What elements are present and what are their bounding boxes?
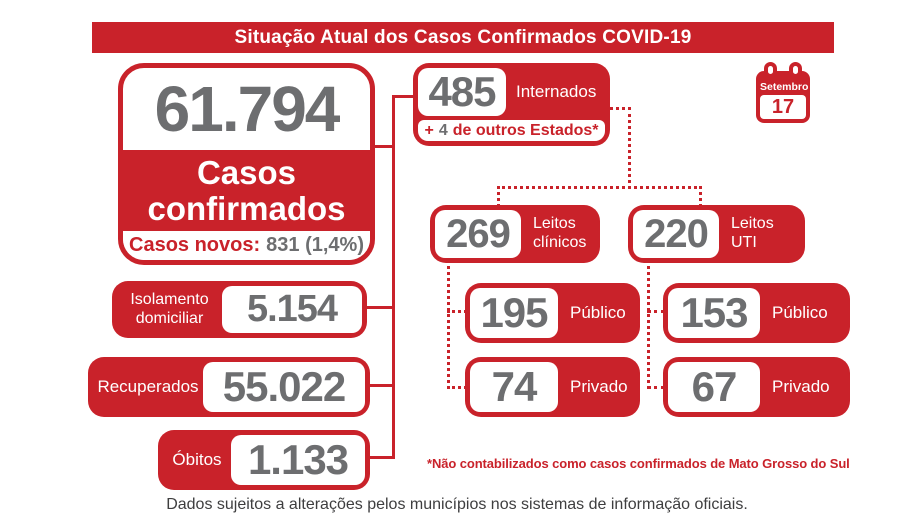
page-title: Situação Atual dos Casos Confirmados COV…: [234, 26, 692, 48]
note-plus-sign: +: [424, 121, 434, 139]
dotted-icu-public-stub: [647, 310, 665, 313]
connector-deaths-stub: [368, 456, 393, 459]
isolation-label-line1: Isolamento: [130, 290, 209, 308]
calendar-body: Setembro 17: [756, 71, 810, 123]
icu-beds-label-line2: UTI: [731, 234, 757, 251]
dotted-icu-private-stub: [647, 386, 665, 389]
calendar-icon: Setembro 17: [756, 62, 810, 123]
isolation-label: Isolamento domiciliar: [117, 286, 222, 333]
connector-recovered-stub: [368, 384, 393, 387]
connector-internados-stub: [394, 95, 415, 98]
clinical-beds-value: 269: [435, 210, 521, 258]
clinical-beds-label-line2: clínicos: [533, 234, 587, 251]
clinical-beds-card: 269 Leitos clínicos: [430, 205, 600, 263]
dotted-clinical-public-stub: [447, 310, 467, 313]
hospitalized-row: 485 Internados: [418, 68, 605, 116]
clinical-beds-label-line1: Leitos: [533, 215, 576, 233]
icu-beds-label: Leitos UTI: [719, 210, 774, 258]
calendar-day: 17: [760, 94, 806, 119]
recovered-label: Recuperados: [97, 376, 199, 396]
note-value: 4: [438, 121, 448, 139]
hospitalized-label: Internados: [516, 82, 597, 101]
hospitalized-value: 485: [418, 68, 506, 116]
clinical-public-card: 195 Público: [465, 283, 640, 343]
footer-disclaimer: Dados sujeitos a alterações pelos municí…: [166, 496, 748, 513]
icu-public-card: 153 Público: [663, 283, 850, 343]
dotted-icu-drop: [699, 186, 702, 207]
icu-private-card: 67 Privado: [663, 357, 850, 417]
icu-public-label: Público: [772, 302, 828, 322]
confirmed-cases-card: 61.794 Casos confirmados Casos novos: 83…: [118, 63, 375, 265]
other-states-note: + 4 de outros Estados*: [418, 120, 605, 141]
dotted-clinical-private-stub: [447, 386, 467, 389]
dotted-internados-down: [628, 107, 631, 189]
clinical-private-value: 74: [470, 362, 558, 412]
clinical-public-value: 195: [470, 288, 558, 338]
new-cases-row: Casos novos: 831 (1,4%): [123, 231, 370, 260]
confirmed-cases-label: Casos confirmados: [123, 150, 370, 231]
deaths-value: 1.133: [231, 435, 365, 485]
footnote: *Não contabilizados como casos confirmad…: [427, 456, 850, 471]
icu-public-value: 153: [668, 288, 760, 338]
clinical-private-card: 74 Privado: [465, 357, 640, 417]
deaths-card: Óbitos 1.133: [158, 430, 370, 490]
icu-private-label: Privado: [772, 376, 830, 396]
hospitalized-card: 485 Internados + 4 de outros Estados*: [413, 63, 610, 146]
title-banner: Situação Atual dos Casos Confirmados COV…: [92, 22, 834, 53]
deaths-label: Óbitos: [172, 449, 222, 469]
calendar-month: Setembro: [760, 81, 809, 93]
dotted-icu-branch: [647, 260, 650, 389]
isolation-label-line2: domiciliar: [135, 309, 204, 327]
clinical-beds-label: Leitos clínicos: [521, 210, 586, 258]
dotted-internados-out: [610, 107, 631, 110]
isolation-value: 5.154: [222, 286, 362, 333]
dotted-beds-crossbar: [497, 186, 702, 189]
confirmed-cases-value: 61.794: [154, 73, 341, 145]
new-cases-label: Casos novos:: [129, 234, 261, 256]
clinical-private-label: Privado: [570, 376, 628, 396]
recovered-value: 55.022: [203, 362, 365, 412]
isolation-card: Isolamento domiciliar 5.154: [112, 281, 367, 338]
icu-beds-label-line1: Leitos: [731, 215, 774, 233]
connector-trunk-line: [392, 95, 395, 459]
dotted-clinical-drop: [497, 186, 500, 207]
connector-confirmed-stub: [373, 145, 393, 148]
recovered-card: Recuperados 55.022: [88, 357, 370, 417]
new-cases-value: 831 (1,4%): [266, 234, 364, 256]
clinical-public-label: Público: [570, 302, 626, 322]
icu-beds-card: 220 Leitos UTI: [628, 205, 805, 263]
dotted-clinical-branch: [447, 260, 450, 389]
connector-isolation-stub: [365, 306, 393, 309]
note-text: de outros Estados*: [452, 121, 599, 139]
calendar-ring-left-icon: [764, 62, 777, 78]
icu-private-value: 67: [668, 362, 760, 412]
icu-beds-value: 220: [633, 210, 719, 258]
calendar-ring-right-icon: [789, 62, 802, 78]
